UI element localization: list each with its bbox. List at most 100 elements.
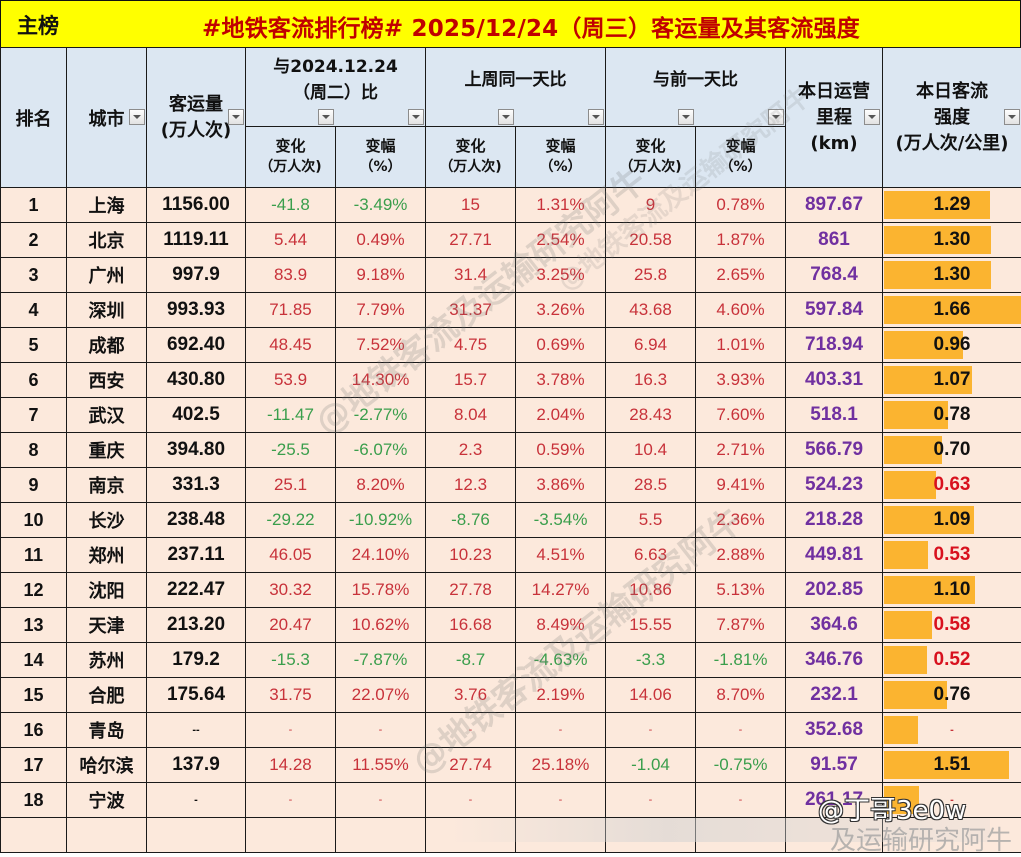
yoy-pct-cell: 0.49% bbox=[336, 223, 426, 258]
wow-pct-cell: 25.18% bbox=[516, 748, 606, 783]
table-row: 13 天津 213.20 20.47 10.62% 16.68 8.49% 15… bbox=[1, 608, 1021, 643]
table-row bbox=[1, 818, 1021, 853]
ridership-filter-button[interactable] bbox=[228, 109, 244, 125]
dod-change-cell: - bbox=[606, 713, 696, 748]
city-cell: 哈尔滨 bbox=[67, 748, 147, 783]
mileage-cell bbox=[786, 818, 883, 853]
yoy-pct-cell bbox=[336, 818, 426, 853]
wow-pct-cell: 3.86% bbox=[516, 468, 606, 503]
wow-pct-cell: - bbox=[516, 783, 606, 818]
intensity-cell: 0.76 bbox=[883, 678, 1021, 713]
yoy-change-cell: -25.5 bbox=[246, 433, 336, 468]
dod-pct-cell: 9.41% bbox=[696, 468, 786, 503]
dod-pct-cell: 5.13% bbox=[696, 573, 786, 608]
table-row: 15 合肥 175.64 31.75 22.07% 3.76 2.19% 14.… bbox=[1, 678, 1021, 713]
table-row: 18 宁波 - - - - - - - 261.17 - bbox=[1, 783, 1021, 818]
dod-pct-cell: 3.93% bbox=[696, 363, 786, 398]
dod-change-cell: 15.55 bbox=[606, 608, 696, 643]
intensity-value: 1.07 bbox=[934, 369, 971, 390]
dod-change-cell bbox=[606, 818, 696, 853]
city-cell: 宁波 bbox=[67, 783, 147, 818]
mileage-cell: 352.68 bbox=[786, 713, 883, 748]
dod-change-filter-button[interactable] bbox=[678, 109, 694, 125]
dod-change-cell: 16.3 bbox=[606, 363, 696, 398]
dod-pct-cell: -0.75% bbox=[696, 748, 786, 783]
city-cell: 上海 bbox=[67, 188, 147, 223]
intensity-value: 1.29 bbox=[934, 194, 971, 215]
rank-cell: 16 bbox=[1, 713, 67, 748]
city-cell: 青岛 bbox=[67, 713, 147, 748]
wow-change-filter-button[interactable] bbox=[498, 109, 514, 125]
dod-change-cell: 25.8 bbox=[606, 258, 696, 293]
chevron-down-icon bbox=[772, 115, 780, 119]
chevron-down-icon bbox=[232, 115, 240, 119]
header-ridership: 客运量 (万人次) bbox=[147, 48, 246, 188]
wow-change-cell: -8.7 bbox=[426, 643, 516, 678]
yoy-pct-filter-button[interactable] bbox=[408, 109, 424, 125]
header-intensity-line2: 强度 bbox=[883, 105, 1021, 131]
intensity-cell: 1.10 bbox=[883, 573, 1021, 608]
wow-pct-filter-button[interactable] bbox=[588, 109, 604, 125]
yoy-change-cell bbox=[246, 818, 336, 853]
yoy-pct-cell: 7.79% bbox=[336, 293, 426, 328]
mileage-filter-button[interactable] bbox=[864, 109, 880, 125]
wow-pct-cell: 2.54% bbox=[516, 223, 606, 258]
rank-cell: 2 bbox=[1, 223, 67, 258]
city-filter-button[interactable] bbox=[129, 109, 145, 125]
chevron-down-icon bbox=[133, 115, 141, 119]
table-row: 1 上海 1156.00 -41.8 -3.49% 15 1.31% 9 0.7… bbox=[1, 188, 1021, 223]
yoy-change-filter-button[interactable] bbox=[318, 109, 334, 125]
dod-change-cell: -1.04 bbox=[606, 748, 696, 783]
header-group-yoy: 与2024.12.24（周二）比 bbox=[246, 48, 426, 127]
intensity-cell: 0.96 bbox=[883, 328, 1021, 363]
ridership-cell: 179.2 bbox=[147, 643, 246, 678]
intensity-filter-button[interactable] bbox=[1004, 109, 1020, 125]
wow-change-cell: 8.04 bbox=[426, 398, 516, 433]
wow-change-cell: - bbox=[426, 783, 516, 818]
ridership-cell: 430.80 bbox=[147, 363, 246, 398]
subheader-dod-change: 变化（万人次) bbox=[606, 127, 696, 188]
subheader-label: 变化 bbox=[275, 137, 305, 155]
wow-pct-cell: 2.19% bbox=[516, 678, 606, 713]
ridership-cell: 222.47 bbox=[147, 573, 246, 608]
intensity-cell bbox=[883, 818, 1021, 853]
yoy-pct-cell: 15.78% bbox=[336, 573, 426, 608]
dod-pct-filter-button[interactable] bbox=[768, 109, 784, 125]
yoy-change-cell: -41.8 bbox=[246, 188, 336, 223]
subheader-wow-change: 变化（万人次) bbox=[426, 127, 516, 188]
table-header: 排名 城市 客运量 (万人次) 与2024.12.24（周二）比 上周同一天比 bbox=[1, 48, 1021, 188]
dod-pct-cell: 1.01% bbox=[696, 328, 786, 363]
yoy-pct-cell: 14.30% bbox=[336, 363, 426, 398]
yoy-pct-cell: 22.07% bbox=[336, 678, 426, 713]
wow-pct-cell bbox=[516, 818, 606, 853]
intensity-cell: 1.51 bbox=[883, 748, 1021, 783]
subheader-unit: （%） bbox=[696, 157, 785, 178]
wow-change-cell: 15.7 bbox=[426, 363, 516, 398]
dod-change-cell: 9 bbox=[606, 188, 696, 223]
city-cell: 广州 bbox=[67, 258, 147, 293]
dod-pct-cell: 1.87% bbox=[696, 223, 786, 258]
yoy-pct-cell: - bbox=[336, 783, 426, 818]
table-row: 2 北京 1119.11 5.44 0.49% 27.71 2.54% 20.5… bbox=[1, 223, 1021, 258]
yoy-change-cell: 71.85 bbox=[246, 293, 336, 328]
dod-pct-cell: 0.78% bbox=[696, 188, 786, 223]
yoy-pct-cell: 11.55% bbox=[336, 748, 426, 783]
mileage-cell: 518.1 bbox=[786, 398, 883, 433]
dod-change-cell: 6.94 bbox=[606, 328, 696, 363]
yoy-change-cell: - bbox=[246, 713, 336, 748]
subheader-yoy-change: 变化（万人次) bbox=[246, 127, 336, 188]
intensity-cell: 1.30 bbox=[883, 258, 1021, 293]
wow-change-cell: 12.3 bbox=[426, 468, 516, 503]
wow-pct-cell: 3.78% bbox=[516, 363, 606, 398]
dod-change-cell: 43.68 bbox=[606, 293, 696, 328]
intensity-bar bbox=[884, 471, 936, 499]
dod-change-cell: 10.86 bbox=[606, 573, 696, 608]
ridership-cell: 175.64 bbox=[147, 678, 246, 713]
wow-pct-cell: 3.25% bbox=[516, 258, 606, 293]
header-intensity-unit: (万人次/公里) bbox=[883, 131, 1021, 157]
header-group-dod: 与前一天比 bbox=[606, 48, 786, 127]
ridership-cell: 237.11 bbox=[147, 538, 246, 573]
rank-cell: 5 bbox=[1, 328, 67, 363]
header-mileage: 本日运营 里程 (km) bbox=[786, 48, 883, 188]
dod-pct-cell: 2.88% bbox=[696, 538, 786, 573]
